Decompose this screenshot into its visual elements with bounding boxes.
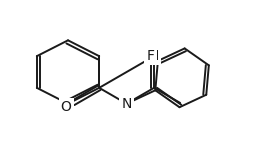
Text: O: O [61, 100, 72, 114]
Text: N: N [121, 97, 132, 111]
Text: N: N [149, 49, 159, 63]
Text: F: F [147, 49, 155, 63]
